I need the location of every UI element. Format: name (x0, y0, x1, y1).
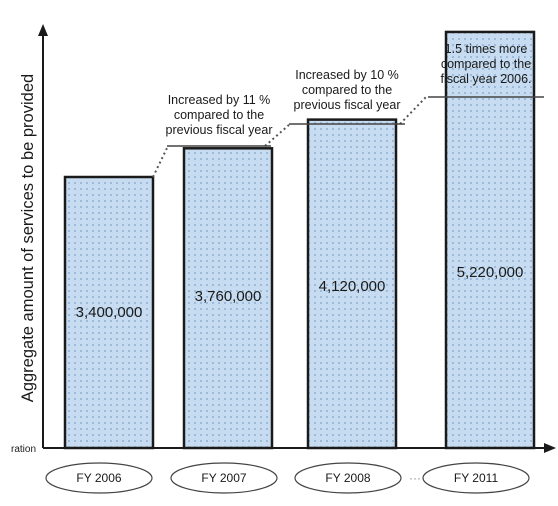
annotations-layer: Increased by 11 %compared to theprevious… (166, 42, 544, 147)
y-axis-arrow (38, 24, 48, 36)
category-label: FY 2008 (325, 471, 370, 485)
annotation-line: previous fiscal year (166, 123, 273, 137)
annotation-line: fiscal year 2006. (440, 72, 531, 86)
bar-fy-2007 (182, 147, 274, 450)
bars-layer: 3,400,000 3,760,000 4,120,000 5,220,000 (63, 30, 536, 450)
value-label: 5,220,000 (457, 264, 524, 281)
category-label: FY 2011 (454, 471, 499, 485)
category-pill (170, 462, 278, 494)
axis-side-text: ration (11, 444, 36, 455)
annotation-line: compared to the (174, 108, 264, 122)
value-label: 3,400,000 (76, 304, 143, 321)
annotation-line: 1.5 times more (445, 42, 528, 56)
value-label: 3,760,000 (195, 288, 262, 305)
connectors-layer (152, 96, 427, 178)
ellipsis-mark: ··· (409, 471, 421, 485)
bar-fy-2006 (63, 175, 155, 450)
bar-fy-2011 (444, 30, 536, 450)
annotation-line: compared to the (302, 83, 392, 97)
annotation-line: Increased by 10 % (295, 68, 399, 82)
annotation-line: Increased by 11 % (168, 93, 271, 107)
annotation-line: compared to the (441, 57, 531, 71)
y-axis-label: Aggregate amount of services to be provi… (19, 74, 37, 402)
value-label: 4,120,000 (319, 278, 386, 295)
axes-layer: Aggregate amount of services to be provi… (11, 24, 556, 455)
bar-fy-2008 (306, 118, 398, 450)
categories-layer: FY 2006 FY 2007 FY 2008 FY 2011 ··· (45, 462, 530, 494)
category-label: FY 2007 (201, 471, 246, 485)
connector-line (264, 123, 291, 147)
category-pill (45, 462, 153, 494)
category-pill (422, 462, 530, 494)
x-axis-arrow (544, 443, 556, 453)
annotation-line: previous fiscal year (294, 98, 401, 112)
category-pill (294, 462, 402, 494)
connector-line (152, 145, 169, 178)
connector-line (399, 96, 427, 125)
category-label: FY 2006 (76, 471, 121, 485)
